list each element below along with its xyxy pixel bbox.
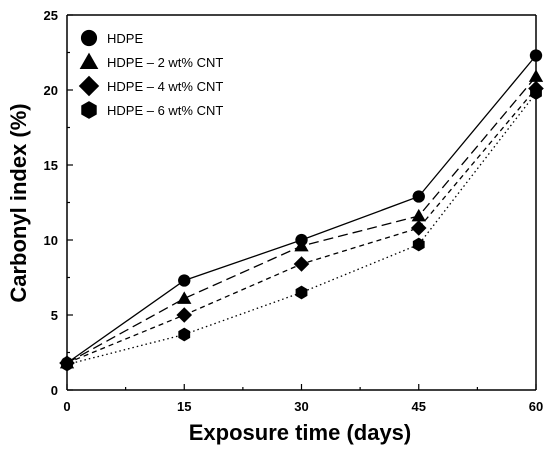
legend-marker (81, 101, 97, 119)
data-point (178, 274, 191, 287)
series-3 (59, 80, 544, 371)
data-point (178, 327, 191, 342)
x-tick-label: 60 (529, 399, 543, 414)
axes-layer: 0 5 10 15 20 25 0 15 30 45 60 (44, 8, 544, 414)
series-line (66, 76, 537, 364)
series-line (66, 55, 537, 364)
series-4 (61, 86, 542, 372)
data-point (293, 256, 310, 272)
x-tick-label: 0 (63, 399, 70, 414)
series-line (66, 88, 537, 364)
data-point (411, 208, 426, 222)
legend-marker (80, 29, 98, 47)
legend-item: HDPE – 4 wt% CNT (78, 75, 223, 97)
series-1 (60, 49, 543, 370)
data-point (176, 307, 193, 323)
legend-label: HDPE (107, 31, 143, 46)
x-axis-title: Exposure time (days) (189, 420, 412, 445)
y-tick-label: 25 (44, 8, 58, 23)
legend-item: HDPE – 2 wt% CNT (79, 52, 223, 70)
y-tick-label: 0 (51, 383, 58, 398)
x-tick-label: 45 (412, 399, 426, 414)
y-tick-label: 5 (51, 308, 58, 323)
legend-label: HDPE – 2 wt% CNT (107, 55, 223, 70)
x-tick-label: 30 (294, 399, 308, 414)
legend-label: HDPE – 6 wt% CNT (107, 103, 223, 118)
series-layer (59, 49, 544, 372)
legend-item: HDPE – 6 wt% CNT (81, 101, 223, 119)
legend-marker (79, 52, 99, 70)
legend-label: HDPE – 4 wt% CNT (107, 79, 223, 94)
data-point (412, 190, 425, 203)
data-point (294, 238, 309, 252)
data-point (177, 291, 192, 304)
legend: HDPE HDPE – 2 wt% CNT HDPE – 4 wt% CNT HDPE… (78, 29, 223, 119)
y-tick-label: 10 (44, 233, 58, 248)
y-tick-label: 20 (44, 83, 58, 98)
data-point (412, 237, 425, 252)
y-axis-title: Carbonyl index (%) (6, 103, 31, 302)
x-tick-label: 15 (177, 399, 191, 414)
y-tick-label: 15 (44, 158, 58, 173)
legend-marker (78, 75, 100, 97)
data-point (295, 285, 308, 300)
legend-item: HDPE (80, 29, 143, 47)
data-point (410, 220, 427, 236)
